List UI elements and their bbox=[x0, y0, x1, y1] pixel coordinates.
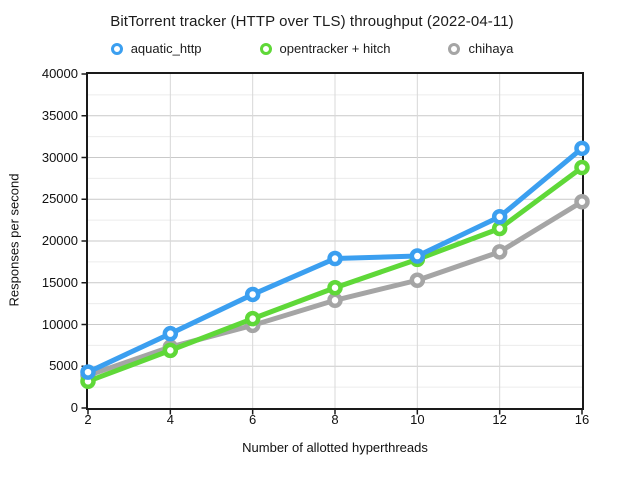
y-axis-tick-label: 35000 bbox=[41, 107, 78, 123]
data-point-aquatic_http-x6 bbox=[244, 286, 261, 302]
x-axis-tick-label: 16 bbox=[574, 412, 590, 427]
data-point-aquatic_http-x12 bbox=[491, 208, 508, 225]
legend-marker-icon bbox=[448, 42, 461, 55]
legend-item-opentracker-hitch: opentracker + hitch bbox=[259, 41, 391, 56]
chart-canvas bbox=[80, 71, 590, 414]
legend: aquatic_http opentracker + hitch chihaya bbox=[0, 41, 624, 56]
plot-frame bbox=[86, 71, 584, 410]
legend-marker-icon bbox=[259, 42, 272, 55]
data-point-chihaya-x8 bbox=[327, 292, 343, 308]
x-axis-tick-label: 12 bbox=[492, 412, 507, 427]
x-axis-tick-label: 4 bbox=[166, 412, 174, 427]
data-point-aquatic_http-x10 bbox=[409, 247, 426, 264]
x-axis-title: Number of allotted hyperthreads bbox=[242, 440, 428, 455]
x-axis-tick-label: 8 bbox=[331, 412, 339, 427]
legend-label: chihaya bbox=[468, 41, 514, 56]
data-point-chihaya-x10 bbox=[409, 271, 426, 288]
y-axis-tick-label: 15000 bbox=[41, 274, 78, 290]
y-axis-tick-label: 5000 bbox=[49, 358, 78, 374]
y-axis-tick-label: 30000 bbox=[41, 149, 78, 165]
x-axis-tick-label: 2 bbox=[84, 412, 92, 427]
legend-label: opentracker + hitch bbox=[279, 41, 391, 56]
y-axis-tick-label: 25000 bbox=[41, 191, 78, 207]
data-point-aquatic_http-x8 bbox=[327, 250, 343, 266]
y-axis-tick-label: 10000 bbox=[41, 316, 78, 332]
legend-item-aquatic-http: aquatic_http bbox=[110, 41, 202, 56]
x-axis-tick-label: 6 bbox=[249, 412, 257, 427]
data-point-chihaya-x16 bbox=[574, 193, 590, 210]
data-point-opentracker-hitch-x6 bbox=[244, 310, 261, 326]
data-point-opentracker-hitch-x12 bbox=[491, 220, 508, 236]
data-point-opentracker-hitch-x8 bbox=[327, 279, 343, 296]
x-axis-tick-label: 10 bbox=[410, 412, 425, 427]
data-point-chihaya-x12 bbox=[491, 243, 508, 260]
legend-label: aquatic_http bbox=[130, 41, 202, 56]
data-point-opentracker-hitch-x4 bbox=[162, 342, 179, 358]
y-axis-tick-label: 40000 bbox=[41, 66, 78, 81]
y-axis-tick-label: 0 bbox=[70, 400, 78, 415]
chart-title: BitTorrent tracker (HTTP over TLS) throu… bbox=[110, 13, 514, 30]
data-point-aquatic_http-x2 bbox=[80, 363, 96, 380]
data-point-aquatic_http-x16 bbox=[574, 140, 590, 156]
y-axis-tick-label: 20000 bbox=[41, 233, 78, 248]
data-point-aquatic_http-x4 bbox=[162, 325, 179, 341]
y-axis-title: Responses per second bbox=[6, 173, 22, 307]
legend-marker-icon bbox=[110, 42, 123, 55]
data-point-opentracker-hitch-x16 bbox=[574, 159, 590, 175]
legend-item-chihaya: chihaya bbox=[448, 41, 513, 56]
